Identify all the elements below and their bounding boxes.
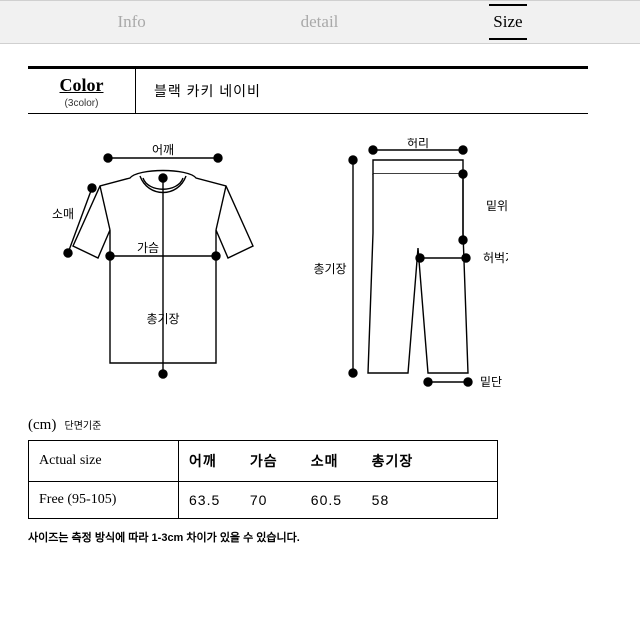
table-row: Actual size 어깨 가슴 소매 총기장 [29, 441, 498, 482]
tab-detail[interactable]: detail [297, 6, 343, 38]
header-cols: 어깨 가슴 소매 총기장 [179, 441, 498, 482]
color-subtitle: (3color) [28, 98, 135, 109]
footnote: 사이즈는 측정 방식에 따라 1-3cm 차이가 있을 수 있습니다. [28, 529, 612, 545]
table-row: Free (95-105) 63.5 70 60.5 58 [29, 482, 498, 519]
measurement-diagrams: 어깨 소매 가슴 총기장 [48, 138, 612, 398]
pants-diagram: 허리 밑위 허벅지 총기장 [308, 138, 508, 398]
label-hem: 밑단 [480, 375, 502, 389]
color-row: Color (3color) 블랙 카키 네이비 [28, 66, 588, 114]
label-sleeve: 소매 [52, 207, 74, 221]
color-options: 블랙 카키 네이비 [136, 69, 588, 113]
label-rise: 밑위 [486, 199, 508, 213]
shirt-diagram: 어깨 소매 가슴 총기장 [48, 138, 278, 398]
label-shoulder: 어깨 [152, 143, 174, 157]
tab-size[interactable]: Size [489, 4, 526, 40]
size-table: Actual size 어깨 가슴 소매 총기장 Free (95-105) 6… [28, 440, 498, 519]
label-pants-length: 총기장 [313, 262, 346, 276]
label-chest: 가슴 [137, 241, 159, 255]
content: Color (3color) 블랙 카키 네이비 어 [0, 44, 640, 545]
unit-label: (cm) [28, 417, 56, 433]
color-title: Color [28, 75, 135, 96]
unit-row: (cm) 단면기준 [28, 416, 612, 434]
tab-bar: Info detail Size [0, 0, 640, 44]
tab-info[interactable]: Info [113, 6, 149, 38]
color-heading: Color (3color) [28, 69, 136, 113]
row-label: Free (95-105) [29, 482, 179, 519]
label-waist: 허리 [407, 138, 429, 150]
label-thigh: 허벅지 [483, 251, 508, 265]
header-actual-size: Actual size [29, 441, 179, 482]
row-values: 63.5 70 60.5 58 [179, 482, 498, 519]
label-shirt-length: 총기장 [146, 312, 179, 326]
unit-sub: 단면기준 [65, 421, 102, 432]
